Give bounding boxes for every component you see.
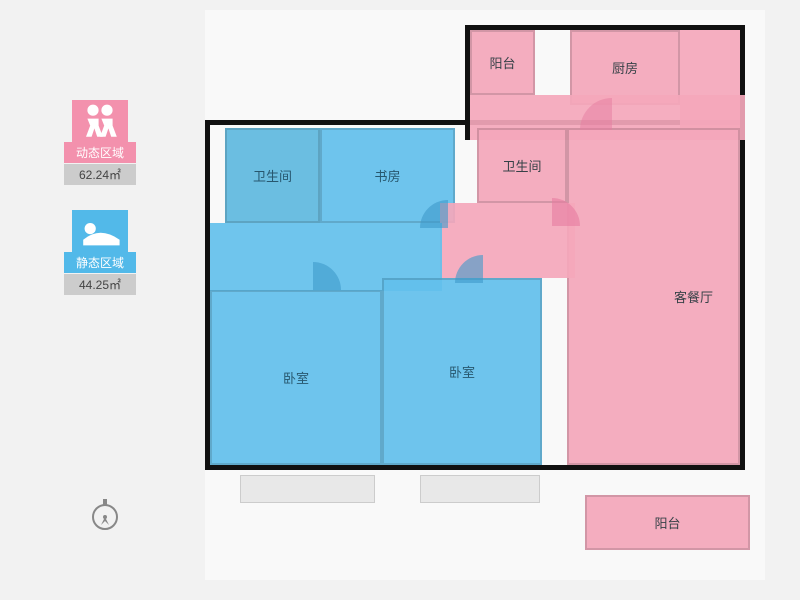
room-bedroom-left: 卧室: [210, 290, 382, 465]
door-arc: [552, 198, 580, 226]
room-kitchen: 厨房: [570, 30, 680, 105]
legend-static-value: 44.25㎡: [64, 274, 136, 295]
balcony-strip-1: [240, 475, 375, 503]
room-label: 卧室: [283, 368, 309, 387]
room-label: 卧室: [449, 362, 475, 381]
room-label: 书房: [374, 166, 400, 185]
door-arc: [455, 255, 483, 283]
legend-dynamic: 动态区域 62.24㎡: [60, 100, 140, 185]
people-icon: [72, 100, 128, 142]
room-label: 卫生间: [253, 166, 292, 185]
door-arc: [420, 200, 448, 228]
room-label: 厨房: [612, 58, 638, 77]
legend-static-label: 静态区域: [64, 252, 136, 273]
sleep-icon: [72, 210, 128, 252]
legend-dynamic-label: 动态区域: [64, 142, 136, 163]
room-balcony-top: 阳台: [470, 30, 535, 95]
compass-icon: [85, 495, 125, 535]
door-arc: [313, 262, 341, 290]
legend-static: 静态区域 44.25㎡: [60, 210, 140, 295]
room-bath-right: 卫生间: [477, 128, 567, 203]
room-living: 客餐厅: [567, 128, 740, 465]
legend-dynamic-value: 62.24㎡: [64, 164, 136, 185]
door-arc: [580, 98, 612, 130]
legend: 动态区域 62.24㎡ 静态区域 44.25㎡: [60, 100, 140, 320]
room-bath-left: 卫生间: [225, 128, 320, 223]
room-balcony-bottom: 阳台: [585, 495, 750, 550]
room-label: 卫生间: [502, 156, 541, 175]
room-label: 客餐厅: [674, 287, 713, 306]
room-label: 阳台: [654, 513, 680, 532]
room-label: 阳台: [489, 53, 515, 72]
balcony-strip-2: [420, 475, 540, 503]
floor-plan: 阳台 厨房 卫生间 书房 卫生间 客餐厅 卧室 卧室 阳台: [205, 10, 765, 580]
room-bedroom-right: 卧室: [382, 278, 542, 465]
